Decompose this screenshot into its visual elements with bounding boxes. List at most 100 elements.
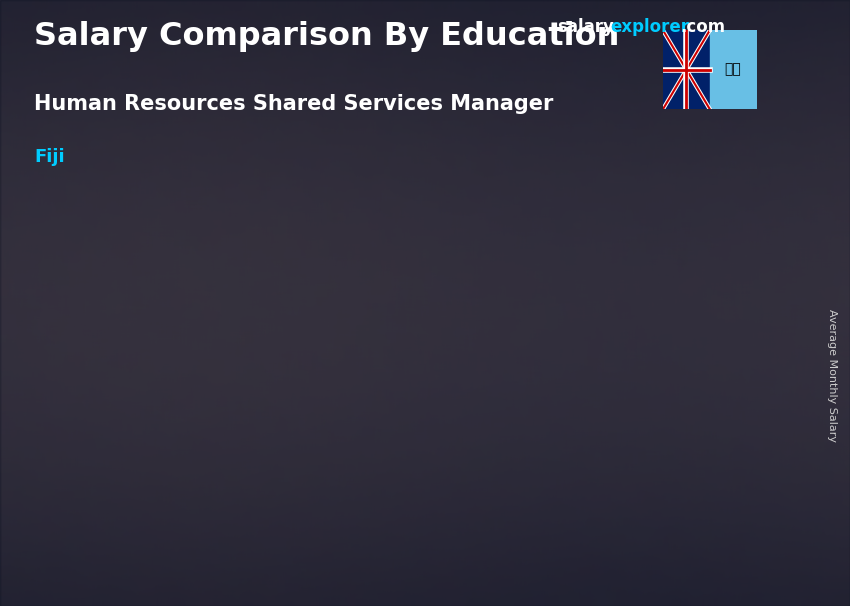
Bar <box>630 482 725 485</box>
Bar <box>368 499 377 501</box>
Bar <box>630 371 725 375</box>
Bar <box>541 545 552 548</box>
Bar <box>281 427 377 428</box>
Bar <box>108 458 203 459</box>
Text: Human Resources Shared Services Manager: Human Resources Shared Services Manager <box>34 94 553 114</box>
Bar <box>716 534 725 538</box>
Bar <box>630 476 725 479</box>
Bar <box>108 459 203 461</box>
Bar <box>368 521 377 523</box>
Bar <box>716 456 725 459</box>
Bar <box>630 499 725 502</box>
Bar <box>541 425 552 428</box>
Bar <box>194 546 203 547</box>
Bar <box>108 442 203 444</box>
Bar <box>456 408 552 410</box>
Bar <box>194 454 203 455</box>
Bar <box>194 465 203 467</box>
Bar <box>194 474 203 476</box>
Bar <box>368 482 377 484</box>
Bar <box>630 479 725 482</box>
Bar <box>630 381 725 384</box>
Bar <box>281 475 377 477</box>
Bar <box>368 422 377 424</box>
Bar <box>716 476 725 479</box>
Bar <box>281 547 377 549</box>
Bar <box>716 508 725 512</box>
Bar <box>541 403 552 405</box>
Bar <box>368 467 377 468</box>
Bar <box>194 550 203 551</box>
Bar <box>716 355 725 358</box>
Bar <box>368 525 377 527</box>
Bar <box>194 444 203 445</box>
Bar <box>541 418 552 421</box>
Bar <box>108 519 203 521</box>
Bar <box>630 531 725 534</box>
Text: +18%: +18% <box>207 373 279 393</box>
Bar <box>368 444 377 446</box>
Bar <box>281 485 377 487</box>
Bar <box>281 539 377 541</box>
Bar <box>194 543 203 544</box>
Bar <box>368 530 377 531</box>
Bar <box>368 451 377 453</box>
Bar <box>541 433 552 435</box>
Bar <box>194 514 203 515</box>
Bar <box>194 519 203 521</box>
Bar <box>541 375 552 378</box>
Bar <box>456 528 552 530</box>
Bar <box>108 448 203 449</box>
Bar <box>368 498 377 499</box>
Bar <box>194 544 203 546</box>
Bar <box>716 368 725 371</box>
Bar <box>108 536 203 537</box>
Bar <box>716 544 725 548</box>
Bar <box>716 440 725 443</box>
Bar <box>716 335 725 339</box>
Bar <box>281 552 377 554</box>
Bar <box>368 465 377 467</box>
Bar <box>456 428 552 430</box>
Bar <box>456 448 552 450</box>
Bar <box>194 470 203 471</box>
Bar <box>630 319 725 322</box>
Bar <box>663 30 710 109</box>
Bar <box>108 554 203 556</box>
Bar <box>281 551 377 552</box>
Bar <box>108 534 203 536</box>
Bar <box>541 478 552 480</box>
Text: +31%: +31% <box>554 252 626 272</box>
Text: 5,270 FJD: 5,270 FJD <box>466 339 541 353</box>
Bar <box>456 502 552 505</box>
Bar <box>716 463 725 466</box>
Bar <box>281 513 377 514</box>
Bar <box>368 468 377 470</box>
Bar <box>541 505 552 508</box>
Bar <box>541 520 552 522</box>
Bar <box>710 30 756 109</box>
Bar <box>281 432 377 434</box>
Bar <box>456 361 552 363</box>
Text: +45%: +45% <box>381 309 452 329</box>
Bar <box>716 348 725 351</box>
Bar <box>630 348 725 351</box>
Bar <box>630 518 725 522</box>
Bar <box>368 432 377 434</box>
Bar <box>368 473 377 475</box>
Bar <box>108 489 203 490</box>
Bar <box>194 479 203 480</box>
Bar <box>716 525 725 528</box>
Bar <box>194 491 203 493</box>
Bar <box>456 548 552 550</box>
Bar <box>368 502 377 504</box>
Bar <box>368 436 377 437</box>
Bar <box>281 535 377 537</box>
Bar <box>108 490 203 491</box>
Bar <box>194 493 203 494</box>
Bar <box>281 428 377 430</box>
Bar <box>108 524 203 525</box>
Bar <box>368 552 377 554</box>
Bar <box>541 445 552 448</box>
Bar <box>281 449 377 451</box>
